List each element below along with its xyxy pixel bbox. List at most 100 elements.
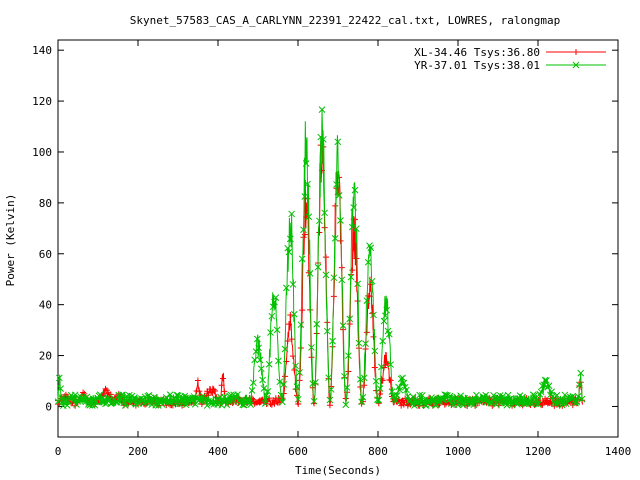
data-point	[283, 284, 290, 292]
data-point	[478, 397, 486, 405]
data-point	[267, 329, 274, 336]
data-point	[257, 365, 265, 373]
data-point	[251, 400, 258, 407]
data-point	[577, 369, 585, 377]
data-point	[387, 377, 394, 384]
data-point	[363, 329, 370, 336]
data-point	[318, 106, 326, 113]
x-tick-label: 0	[55, 445, 62, 458]
data-point	[569, 392, 577, 400]
data-point	[364, 258, 372, 266]
data-point	[442, 391, 450, 399]
data-point	[194, 377, 201, 384]
data-point	[227, 391, 235, 399]
data-point	[247, 401, 255, 408]
data-point	[121, 402, 129, 409]
data-point	[548, 388, 556, 396]
data-point	[557, 398, 565, 406]
data-point	[83, 393, 91, 401]
data-point	[329, 337, 336, 345]
data-point	[112, 399, 120, 406]
legend-marker	[573, 49, 579, 55]
y-tick-label: 40	[39, 299, 52, 312]
data-point	[312, 379, 319, 386]
data-point	[387, 361, 394, 368]
data-point	[499, 392, 507, 400]
data-point	[357, 383, 364, 390]
data-point	[304, 180, 311, 188]
data-point	[273, 326, 281, 334]
data-point	[482, 391, 490, 399]
data-point	[316, 229, 323, 236]
data-point	[385, 330, 393, 338]
data-point	[206, 386, 213, 393]
data-point	[281, 345, 289, 353]
data-point	[546, 400, 553, 407]
data-point	[239, 401, 247, 409]
data-point	[531, 392, 538, 400]
data-point	[114, 398, 121, 406]
data-point	[288, 210, 295, 218]
data-point	[444, 392, 451, 399]
data-point	[375, 396, 383, 404]
y-tick-label: 60	[39, 248, 52, 261]
data-point	[492, 401, 500, 408]
data-point	[274, 399, 281, 406]
series-yr	[54, 106, 586, 410]
data-point	[255, 344, 262, 352]
data-point	[335, 192, 343, 199]
y-tick-label: 120	[32, 95, 52, 108]
data-point	[289, 281, 297, 288]
x-axis-label: Time(Seconds)	[295, 464, 381, 477]
data-point	[535, 400, 542, 408]
data-point	[471, 396, 479, 404]
data-point	[260, 385, 268, 392]
data-point	[143, 399, 150, 406]
data-point	[347, 273, 355, 281]
data-point	[322, 271, 330, 279]
data-point	[286, 235, 294, 243]
data-point	[553, 391, 561, 399]
data-point	[380, 317, 388, 325]
data-point	[297, 321, 305, 329]
data-point	[292, 386, 299, 393]
data-point	[70, 396, 78, 404]
data-point	[558, 401, 566, 409]
data-point	[313, 320, 321, 328]
data-point	[290, 310, 298, 318]
data-point	[269, 303, 277, 311]
data-point	[573, 398, 581, 406]
data-point	[362, 340, 369, 347]
axes: 0 200 400 600 800 1000 1200 1400 0 20 40 60 80 100 120…	[32, 39, 631, 458]
data-point	[376, 385, 384, 392]
data-point	[540, 381, 548, 389]
data-point	[342, 401, 350, 409]
data-point	[224, 397, 232, 405]
data-point	[345, 352, 352, 360]
data-point	[360, 374, 368, 382]
data-point	[248, 387, 256, 394]
x-tick-label: 400	[208, 445, 228, 458]
data-point	[341, 372, 348, 380]
data-point	[355, 339, 363, 347]
data-point	[415, 397, 422, 405]
data-point	[288, 336, 295, 343]
data-point	[400, 379, 408, 387]
x-tick-label: 1000	[445, 445, 472, 458]
x-tick-label: 600	[288, 445, 308, 458]
data-point	[71, 391, 79, 399]
data-point	[363, 297, 371, 304]
data-point	[140, 399, 148, 407]
data-point	[349, 223, 356, 231]
data-point	[345, 368, 352, 375]
data-point	[372, 377, 380, 385]
y-tick-label: 20	[39, 350, 52, 363]
legend-label: XL-34.46 Tsys:36.80	[414, 46, 540, 59]
data-point	[429, 395, 437, 403]
data-point	[327, 386, 335, 393]
data-point	[503, 401, 511, 409]
data-point	[259, 376, 266, 384]
data-point	[305, 213, 313, 221]
data-point	[173, 391, 181, 399]
